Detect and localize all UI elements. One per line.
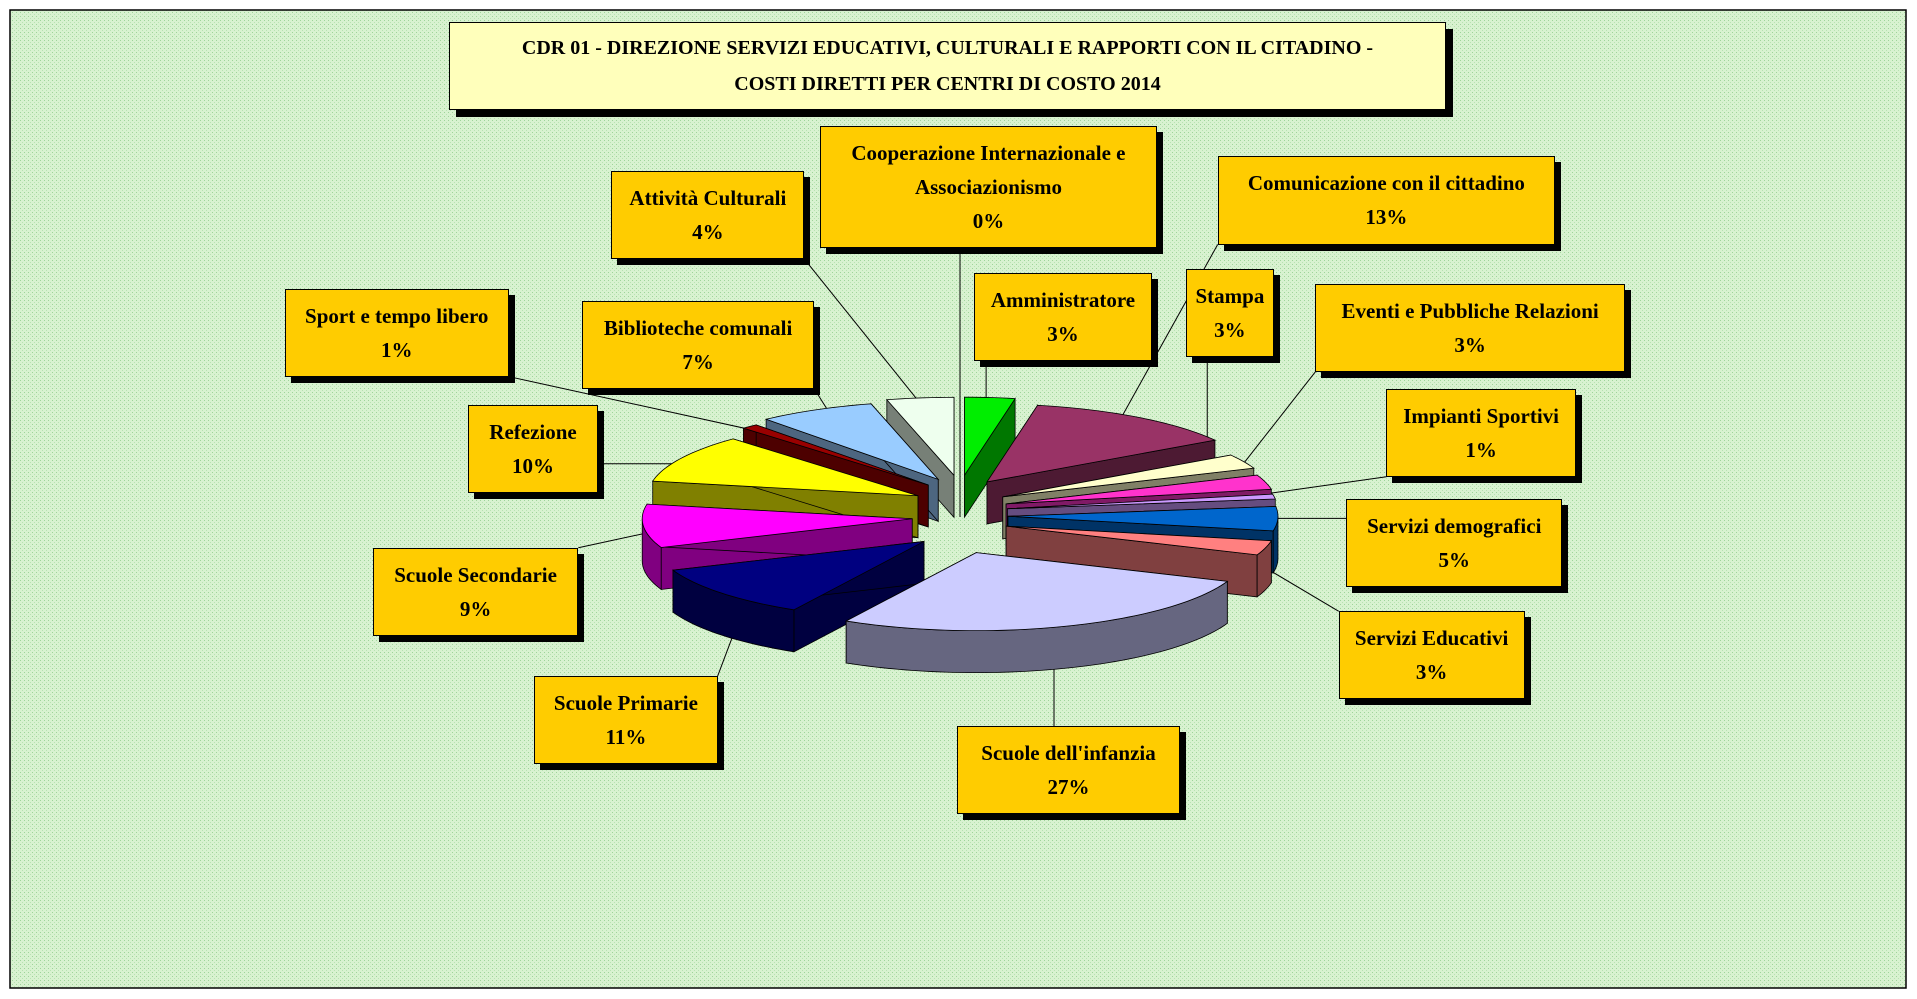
value-label: 3% [1415,660,1448,685]
value-label: 4% [692,220,724,245]
leader-line [804,258,926,410]
slice-top [844,552,1229,632]
slice-top [1006,525,1273,556]
value-label: 5% [1438,547,1470,572]
category-label: Biblioteche comunali [603,315,793,340]
value-label: 7% [682,349,714,374]
pie-slice [671,540,925,653]
title-box: CDR 01 - DIREZIONE SERVIZI EDUCATIVI, CU… [449,22,1446,110]
value-label: 9% [459,596,492,621]
category-label: Cooperazione Internazionale e Associazio… [851,141,1126,200]
data-label: Impianti Sportivi 1% [1386,388,1576,477]
data-label: Servizi demografici 5% [1346,498,1563,587]
value-label: 27% [1047,775,1090,800]
data-label: Amministratore 3% [974,272,1152,361]
data-label: Scuole Secondarie 9% [372,547,579,636]
slice-top [885,396,955,477]
category-label: Sport e tempo libero [305,303,489,328]
chart-subtitle: COSTI DIRETTI PER CENTRI DI COSTO 2014 [734,73,1161,95]
slice-top [964,396,1016,477]
category-label: Refezione [489,419,577,444]
category-label: Comunicazione con il cittadino [1247,171,1525,196]
category-label: Scuole Primarie [553,691,698,716]
category-label: Servizi Educativi [1354,626,1509,651]
slice-top [1007,493,1276,510]
slice-top [764,403,940,481]
chart-title: CDR 01 - DIREZIONE SERVIZI EDUCATIVI, CU… [521,37,1374,59]
data-label: Sport e tempo libero 1% [284,288,509,377]
data-label: Cooperazione Internazionale e Associazio… [820,125,1157,249]
slice-top [1007,506,1279,532]
category-label: Scuole Secondarie [394,562,557,587]
data-label: Comunicazione con il cittadino 13% [1217,156,1556,245]
slice-top [1002,454,1255,498]
value-label: 3% [1047,321,1079,346]
value-label: 0% [972,209,1005,234]
category-label: Scuole dell'infanzia [981,741,1156,766]
slice-top [671,541,925,611]
slice-top [986,404,1217,483]
value-label: 3% [1454,332,1486,357]
data-label: Stampa 3% [1185,268,1274,357]
value-label: 10% [512,453,555,478]
data-label: Scuole dell'infanzia 27% [957,726,1180,815]
data-label: Scuole Primarie 11% [534,676,718,765]
slice-top [651,438,919,497]
value-label: 11% [605,725,647,750]
pie-slice [844,551,1229,674]
value-label: 1% [1465,437,1497,462]
value-label: 1% [380,337,413,362]
data-label: Servizi Educativi 3% [1338,611,1525,700]
category-label: Stampa [1195,283,1265,308]
slice-top [1006,474,1273,505]
category-label: Attività Culturali [629,186,787,211]
value-label: 3% [1214,317,1246,342]
category-label: Servizi demografici [1367,513,1542,538]
category-label: Amministratore [990,287,1136,312]
leader-line [508,376,777,436]
slice-top [741,424,929,486]
value-label: 13% [1365,205,1408,230]
slice-top [641,503,913,548]
category-label: Impianti Sportivi [1403,403,1560,428]
data-label: Refezione 10% [468,404,598,493]
data-label: Eventi e Pubbliche Relazioni 3% [1315,283,1625,372]
data-label: Biblioteche comunali 7% [581,300,815,389]
data-label: Attività Culturali 4% [611,171,805,260]
category-label: Eventi e Pubbliche Relazioni [1341,298,1599,323]
